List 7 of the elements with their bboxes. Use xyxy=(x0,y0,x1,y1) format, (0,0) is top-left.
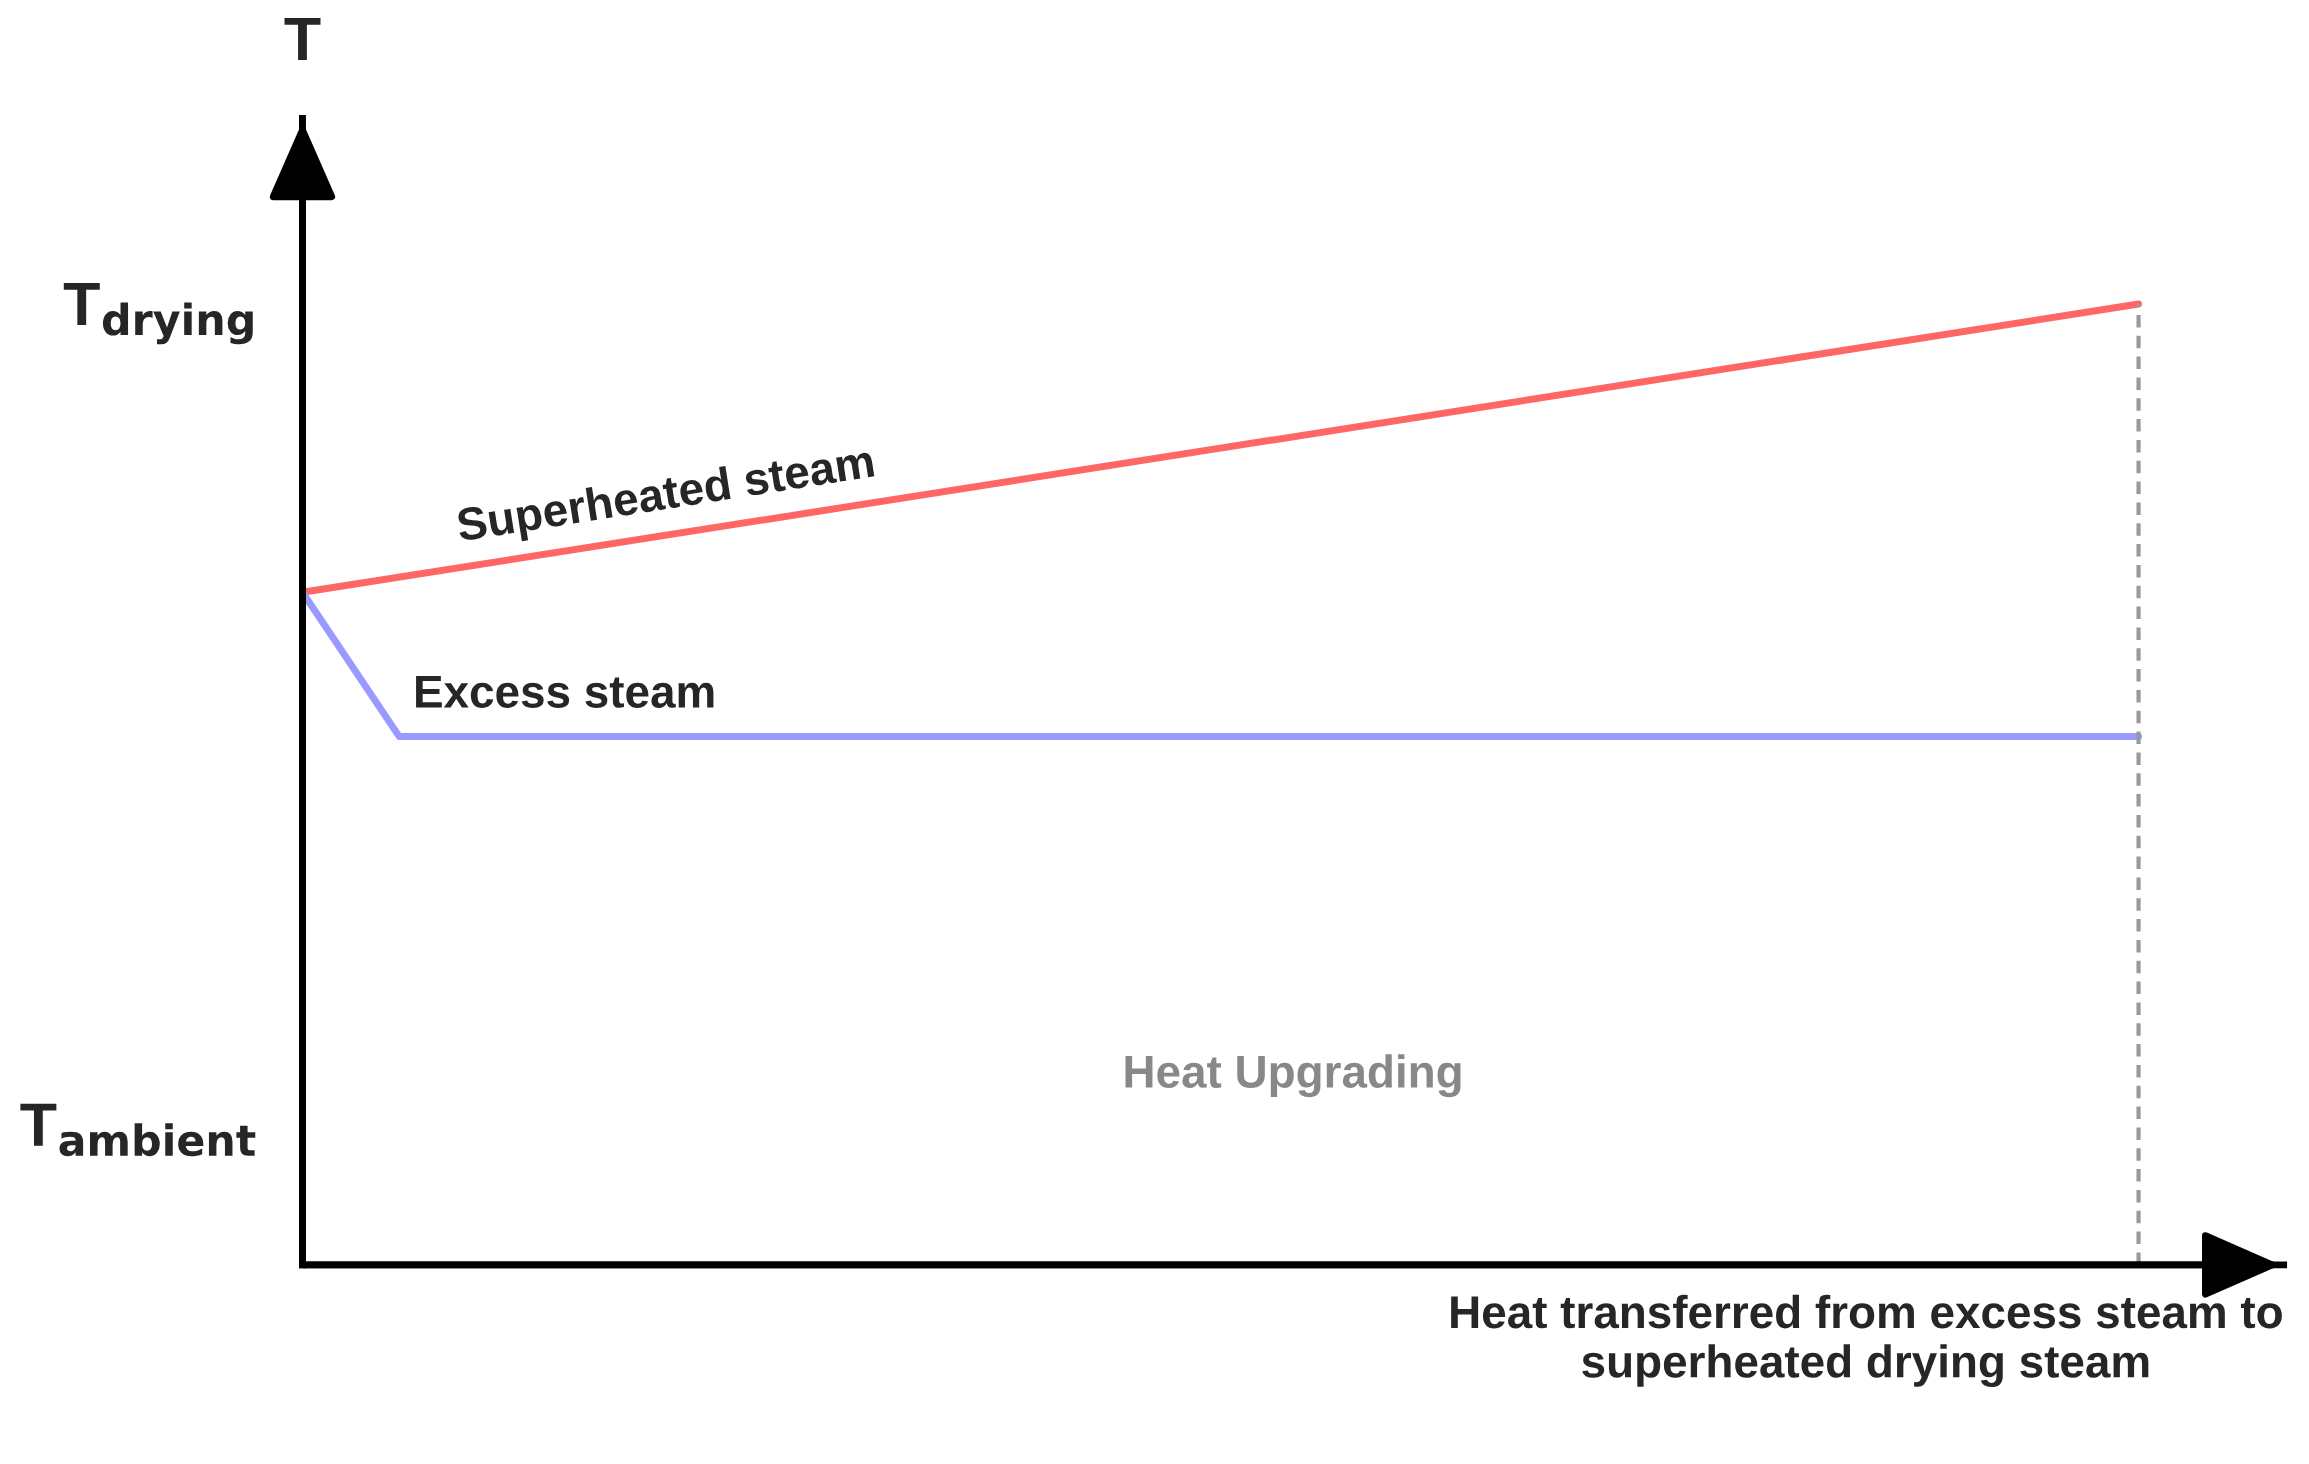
series-label: Excess steam xyxy=(416,675,714,708)
annotation: T$_{ambient}$ xyxy=(20,1103,256,1157)
text: Superheated steam xyxy=(455,443,876,551)
text: T$_{drying}$ xyxy=(63,282,253,345)
y-axis-title: T xyxy=(284,18,321,61)
annotation: Heat Upgrading xyxy=(1125,1054,1461,1098)
x-axis-title: Heat transferred from excess steam to superheated drying steam xyxy=(1451,1294,2282,1388)
